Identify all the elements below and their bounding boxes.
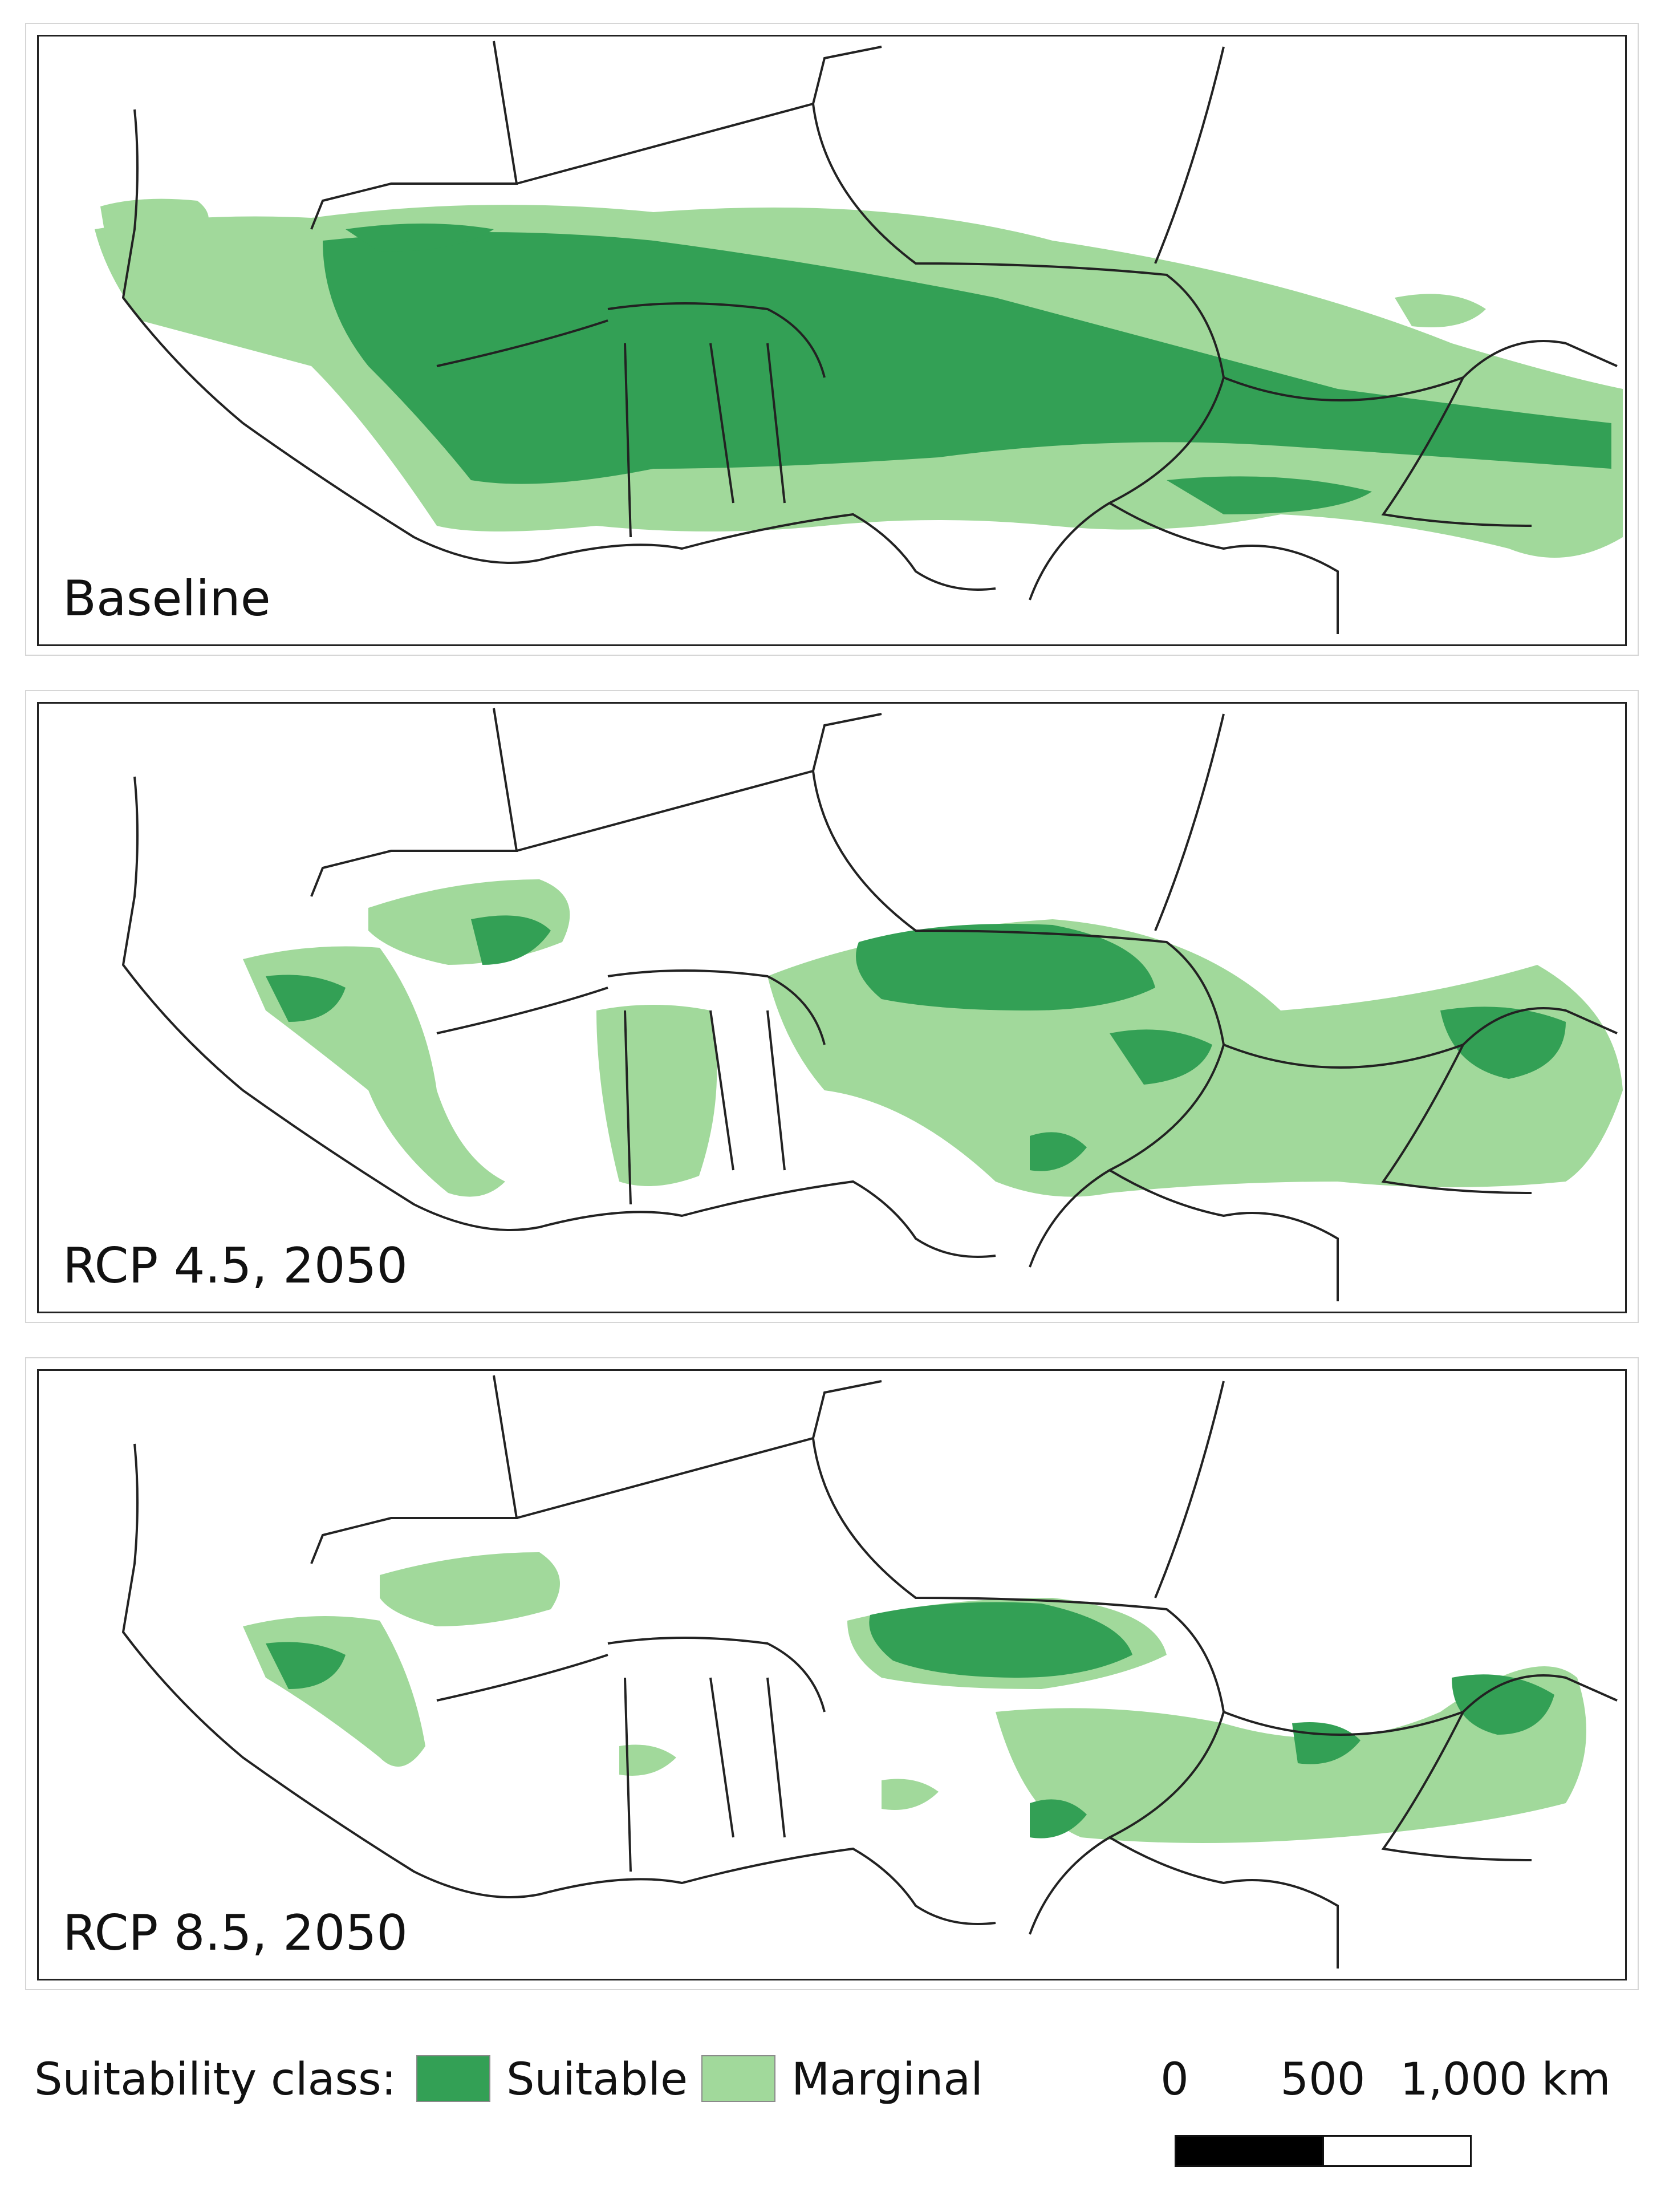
map-frame xyxy=(37,1369,1627,1980)
legend: Suitability class: Suitable Marginal xyxy=(34,2041,1004,2110)
scale-tick-1000: 1,000 km xyxy=(1400,2054,1611,2105)
marginal-swatch xyxy=(701,2055,775,2102)
suitable-zone xyxy=(323,224,1611,514)
map-svg-rcp85 xyxy=(121,1375,1618,1969)
map-frame xyxy=(37,702,1627,1313)
suitable-swatch xyxy=(416,2055,490,2102)
suitable-zone xyxy=(266,915,1566,1171)
scale-tick-0: 0 xyxy=(1160,2054,1189,2105)
scale-segment-black xyxy=(1175,2135,1324,2167)
map-panel-rcp45: RCP 4.5, 2050 xyxy=(25,690,1639,1323)
map-panel-baseline: Baseline xyxy=(25,23,1639,656)
country-borders xyxy=(121,708,1618,1301)
scale-tick-500: 500 xyxy=(1280,2054,1366,2105)
map-svg-rcp45 xyxy=(121,708,1623,1301)
country-borders xyxy=(121,40,1618,634)
map-panel-rcp85: RCP 8.5, 2050 xyxy=(25,1357,1639,1990)
panel-label: RCP 4.5, 2050 xyxy=(63,1237,408,1294)
map-svg-baseline xyxy=(95,40,1623,634)
country-borders xyxy=(121,1375,1618,1969)
legend-title: Suitability class: xyxy=(34,2054,396,2105)
marginal-label: Marginal xyxy=(791,2054,983,2105)
scale-segment-white xyxy=(1322,2135,1472,2167)
suitable-label: Suitable xyxy=(506,2054,688,2105)
panel-label: Baseline xyxy=(63,570,271,627)
panel-label: RCP 8.5, 2050 xyxy=(63,1905,408,1962)
map-frame xyxy=(37,35,1627,646)
scale-bar: 0 500 1,000 km xyxy=(1160,2041,1631,2190)
